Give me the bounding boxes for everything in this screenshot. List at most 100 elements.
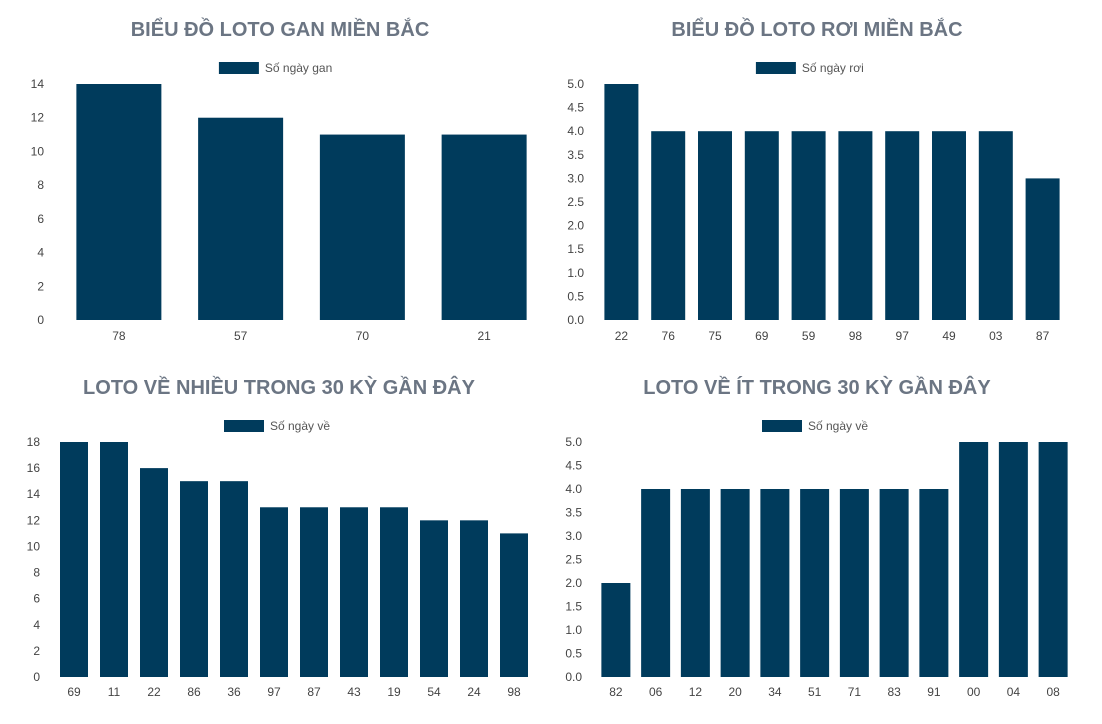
bar-06 — [641, 489, 671, 677]
y-tick-label: 0.0 — [565, 670, 582, 684]
bar-98 — [500, 533, 528, 677]
x-tick-label: 04 — [1007, 685, 1021, 699]
y-tick-label: 0.5 — [565, 647, 582, 661]
x-tick-label: 87 — [307, 685, 321, 699]
y-tick-label: 4 — [33, 618, 40, 632]
y-tick-label: 6 — [33, 592, 40, 606]
bar-82 — [601, 583, 631, 677]
y-tick-label: 4.5 — [565, 459, 582, 473]
y-tick-label: 6 — [37, 212, 44, 226]
x-tick-label: 43 — [347, 685, 361, 699]
bar-36 — [220, 481, 248, 677]
bar-20 — [720, 489, 750, 677]
chart-title: BIỂU ĐỒ LOTO GAN MIỀN BẮC — [131, 17, 430, 41]
legend-label: Số ngày gan — [265, 61, 332, 75]
x-tick-label: 03 — [989, 329, 1003, 343]
x-tick-label: 83 — [887, 685, 901, 699]
x-tick-label: 57 — [234, 329, 248, 343]
bar-57 — [198, 117, 284, 320]
legend: Số ngày về — [224, 419, 330, 433]
y-tick-label: 0 — [37, 313, 44, 327]
legend: Số ngày về — [762, 419, 868, 433]
bar-98 — [838, 131, 873, 320]
x-tick-label: 76 — [662, 329, 676, 343]
legend-swatch — [224, 420, 264, 432]
x-tick-label: 24 — [467, 685, 481, 699]
chart-title: LOTO VỀ ÍT TRONG 30 KỲ GẦN ĐÂY — [643, 375, 991, 399]
plot-area: Số ngày về 0.0 0.5 1.0 1.5 2.0 2.5 3.0 3.5 4.0 4.5… — [565, 419, 1068, 699]
y-tick-label: 0.0 — [567, 313, 584, 327]
y-tick-label: 2 — [33, 644, 40, 658]
legend-label: Số ngày về — [270, 419, 330, 433]
y-tick-label: 3.5 — [565, 506, 582, 520]
x-tick-label: 97 — [267, 685, 281, 699]
bar-75 — [698, 131, 732, 320]
bar-78 — [76, 84, 162, 320]
y-tick-label: 1.5 — [565, 600, 582, 614]
y-tick-label: 0 — [33, 670, 40, 684]
y-tick-label: 10 — [27, 539, 41, 553]
plot-area: Số ngày rơi 0.0 0.5 1.0 1.5 2.0 2.5 3.0 3.5 4.0 4.… — [567, 61, 1060, 343]
x-tick-label: 70 — [356, 329, 370, 343]
x-tick-label: 22 — [615, 329, 629, 343]
y-tick-label: 1.0 — [565, 623, 582, 637]
x-tick-label: 91 — [927, 685, 941, 699]
bar-76 — [651, 131, 686, 320]
legend-swatch — [755, 62, 796, 74]
chart-loto-roi-svg: BIỂU ĐỒ LOTO RƠI MIỀN BẮC Số ngày rơi 0.0… — [567, 17, 1060, 343]
y-tick-label: 1.0 — [567, 266, 584, 280]
bar-12 — [680, 489, 710, 677]
y-tick-label: 14 — [31, 77, 45, 91]
bar-19 — [380, 507, 408, 677]
y-tick-label: 4.5 — [567, 101, 584, 115]
x-tick-label: 71 — [848, 685, 862, 699]
bar-69 — [744, 131, 779, 320]
bar-54 — [420, 520, 448, 677]
y-tick-label: 4.0 — [567, 124, 584, 138]
bar-97 — [260, 507, 288, 677]
x-tick-label: 34 — [768, 685, 782, 699]
bar-34 — [760, 489, 790, 677]
x-tick-label: 75 — [708, 329, 722, 343]
x-tick-label: 06 — [649, 685, 663, 699]
y-tick-label: 3.0 — [565, 529, 582, 543]
bar-91 — [919, 489, 949, 677]
bar-08 — [1038, 442, 1068, 677]
bar-21 — [441, 134, 527, 320]
chart-loto-gan: BIỂU ĐỒ LOTO GAN MIỀN BẮC Số ngày gan 0 2 4… — [0, 0, 551, 362]
bar-49 — [932, 131, 966, 320]
chart-loto-roi: BIỂU ĐỒ LOTO RƠI MIỀN BẮC Số ngày rơi 0.0… — [551, 0, 1102, 362]
chart-loto-ve-it: LOTO VỀ ÍT TRONG 30 KỲ GẦN ĐÂY Số ngày v… — [551, 362, 1102, 724]
bar-87 — [1025, 178, 1060, 320]
bar-11 — [100, 442, 128, 677]
y-tick-label: 3.5 — [567, 148, 584, 162]
y-tick-label: 2.5 — [565, 553, 582, 567]
chart-loto-ve-it-svg: LOTO VỀ ÍT TRONG 30 KỲ GẦN ĐÂY Số ngày v… — [565, 375, 1068, 699]
x-tick-label: 20 — [728, 685, 742, 699]
y-tick-label: 5.0 — [565, 435, 582, 449]
y-tick-label: 10 — [31, 144, 45, 158]
bar-24 — [460, 520, 488, 677]
x-tick-label: 21 — [477, 329, 491, 343]
x-tick-label: 82 — [609, 685, 623, 699]
bar-83 — [879, 489, 909, 677]
bar-04 — [998, 442, 1028, 677]
y-tick-label: 12 — [31, 111, 45, 125]
bar-00 — [959, 442, 989, 677]
y-tick-label: 8 — [37, 178, 44, 192]
legend: Số ngày gan — [218, 61, 332, 75]
legend-swatch — [762, 420, 802, 432]
plot-area: Số ngày gan 0 2 4 6 8 10 12 14 78 57 70 21 — [31, 61, 527, 343]
y-tick-label: 16 — [27, 461, 41, 475]
x-tick-label: 08 — [1046, 685, 1060, 699]
chart-loto-gan-svg: BIỂU ĐỒ LOTO GAN MIỀN BẮC Số ngày gan 0 2 4… — [31, 17, 527, 343]
bar-22 — [604, 84, 639, 320]
y-tick-label: 0.5 — [567, 289, 584, 303]
legend-label: Số ngày rơi — [802, 61, 864, 75]
legend: Số ngày rơi — [755, 61, 864, 75]
y-tick-label: 8 — [33, 566, 40, 580]
bar-97 — [885, 131, 920, 320]
y-tick-label: 4.0 — [565, 482, 582, 496]
bar-59 — [791, 131, 826, 320]
x-tick-label: 87 — [1036, 329, 1050, 343]
